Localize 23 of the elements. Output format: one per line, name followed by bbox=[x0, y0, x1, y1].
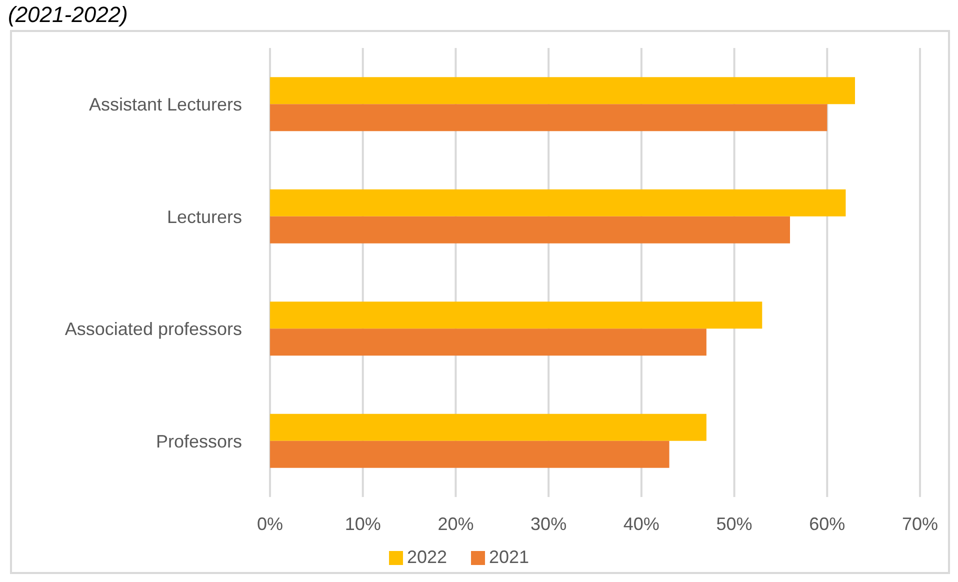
bar bbox=[270, 189, 846, 216]
y-tick-label: Associated professors bbox=[64, 319, 242, 340]
bar bbox=[270, 302, 762, 329]
x-tick-label: 10% bbox=[344, 514, 381, 534]
legend-label: 2022 bbox=[406, 547, 447, 567]
y-tick-label: Assistant Lecturers bbox=[88, 94, 242, 115]
legend-label: 2021 bbox=[489, 547, 530, 567]
x-tick-label: 60% bbox=[809, 514, 846, 534]
x-tick-label: 70% bbox=[902, 514, 938, 534]
y-tick-label: Lecturers bbox=[166, 206, 242, 227]
x-tick-label: 20% bbox=[438, 514, 474, 534]
y-tick-label: Professors bbox=[156, 431, 242, 452]
x-tick-label: 0% bbox=[256, 514, 284, 534]
bar bbox=[270, 440, 670, 468]
x-tick-label: 40% bbox=[623, 514, 660, 534]
x-tick-label: 30% bbox=[530, 514, 567, 534]
text: (2021-2022) bbox=[8, 2, 128, 28]
x-tick-label: 50% bbox=[716, 514, 752, 534]
bar bbox=[270, 216, 790, 244]
bar bbox=[270, 77, 855, 104]
bar bbox=[270, 104, 828, 132]
bar bbox=[270, 328, 706, 356]
bar bbox=[270, 414, 706, 441]
